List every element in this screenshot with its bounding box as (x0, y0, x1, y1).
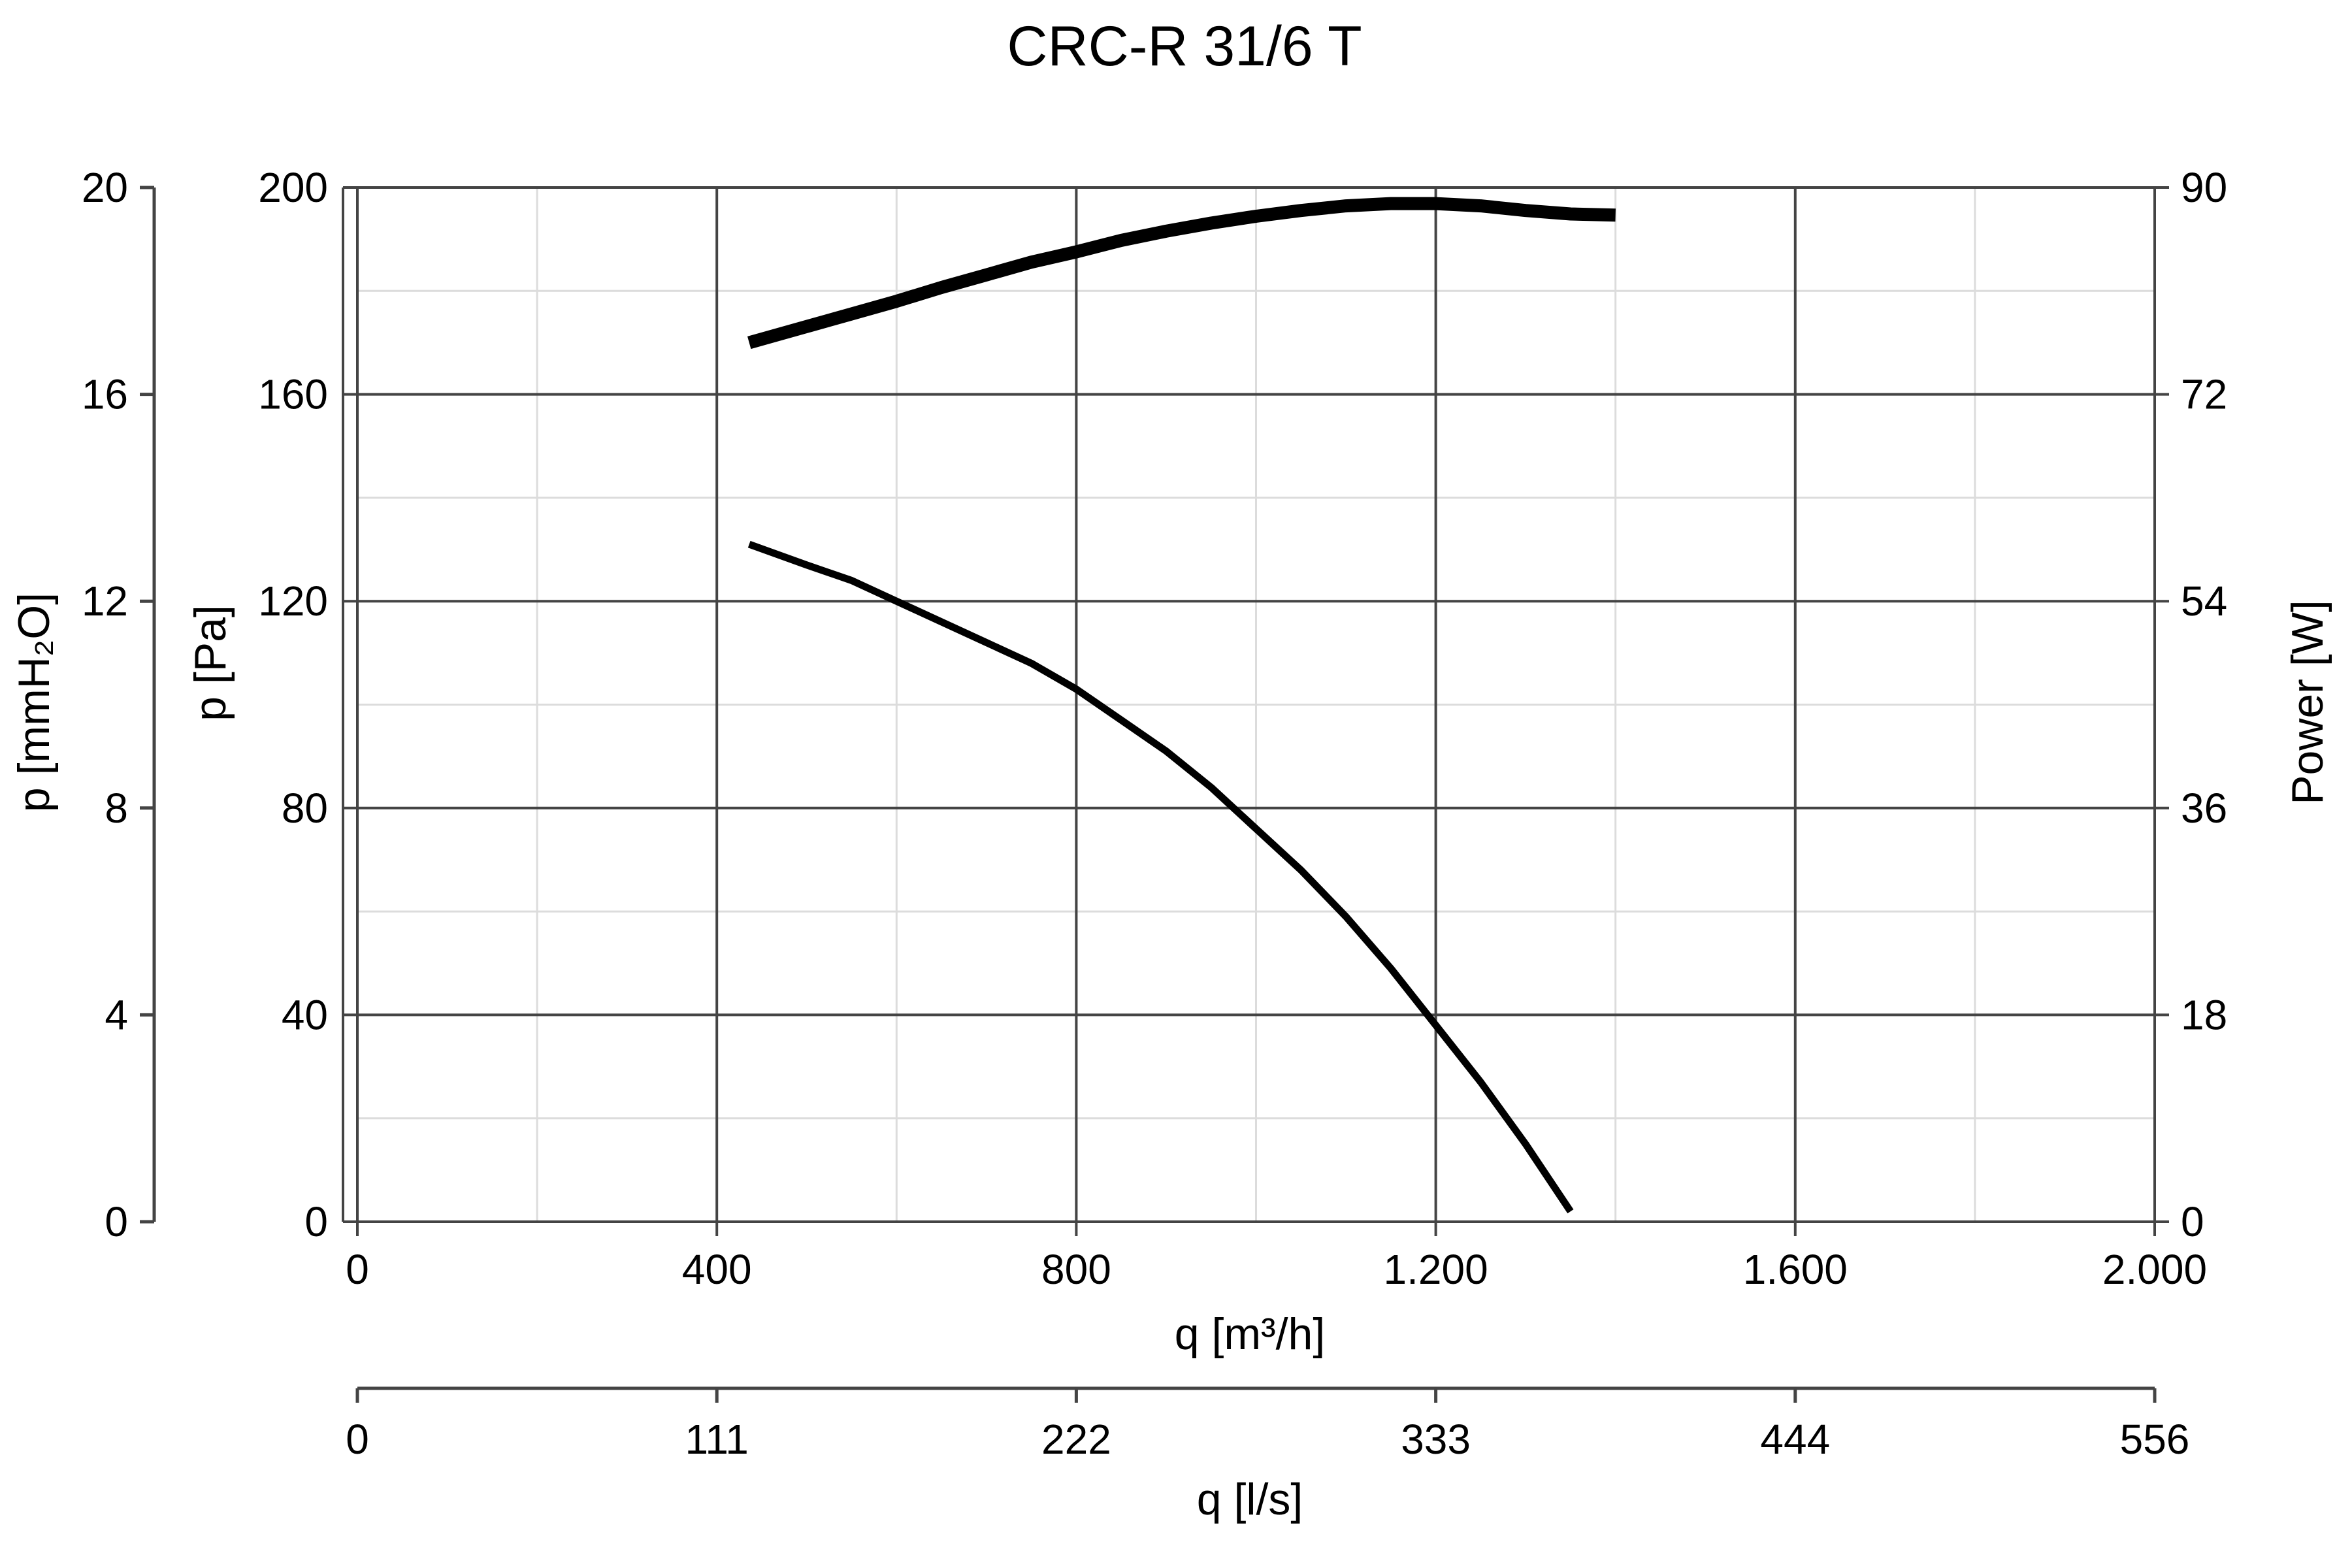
x2-tick-labels: 0 111 222 333 444 556 (346, 1416, 2189, 1463)
y-outer-tick-label: 8 (105, 785, 128, 832)
y-right-tick-label: 72 (2181, 371, 2227, 418)
x-tick-label: 800 (1041, 1246, 1111, 1293)
y-tick-label: 80 (282, 785, 328, 832)
x2-tick-label: 0 (346, 1416, 369, 1463)
x2-tick-label: 111 (685, 1416, 749, 1463)
y-outer-tick-label: 0 (105, 1198, 128, 1245)
x2-axis-label: q [l/s] (1197, 1475, 1303, 1524)
y-outer-tick-label: 4 (105, 991, 128, 1038)
y-tick-label: 120 (258, 578, 328, 625)
y-outer-tick-label: 16 (82, 371, 128, 418)
x2-tick-label: 333 (1401, 1416, 1471, 1463)
y-outer-tick-label: 12 (82, 578, 128, 625)
minor-gridlines (357, 188, 2155, 1222)
y-outer-tick-label: 20 (82, 164, 128, 211)
y-right-tick-label: 90 (2181, 164, 2227, 211)
y-tick-label: 200 (258, 164, 328, 211)
x-tick-label: 2.000 (2102, 1246, 2207, 1293)
y-right-tick-label: 54 (2181, 578, 2227, 625)
pressure-curve (747, 540, 1574, 1214)
x-tick-label: 0 (346, 1246, 369, 1293)
x-tick-label: 1.600 (1743, 1246, 1848, 1293)
y-right-tick-label: 18 (2181, 991, 2227, 1038)
y-right-tick-label: 36 (2181, 785, 2227, 832)
x2-tick-label: 556 (2120, 1416, 2190, 1463)
y-right-axis-label: Power [W] (2283, 600, 2332, 805)
x-tick-labels: 0 400 800 1.200 1.600 2.000 (346, 1246, 2207, 1293)
x2-tick-label: 444 (1760, 1416, 1830, 1463)
y-tick-label: 0 (304, 1198, 328, 1245)
y-tick-labels: 0 40 80 120 160 200 (258, 164, 328, 1245)
x2-tick-label: 222 (1041, 1416, 1111, 1463)
curves (747, 197, 1616, 1214)
y-right-tick-label: 0 (2181, 1198, 2204, 1245)
x-tick-label: 1.200 (1384, 1246, 1488, 1293)
power-curve (747, 197, 1616, 350)
y-tick-label: 160 (258, 371, 328, 418)
x-tick-label: 400 (682, 1246, 752, 1293)
axes (140, 186, 2169, 1403)
y-outer-axis-label: p [mmH₂O] (9, 593, 59, 812)
chart-title: CRC-R 31/6 T (1007, 15, 1362, 78)
y-axis-label: p [Pa] (186, 605, 235, 721)
y-outer-tick-labels: 0 4 8 12 16 20 (82, 164, 128, 1245)
y-right-tick-labels: 0 18 36 54 72 90 (2181, 164, 2227, 1245)
y-tick-label: 40 (282, 991, 328, 1038)
x-axis-label: q [m³/h] (1175, 1309, 1326, 1359)
